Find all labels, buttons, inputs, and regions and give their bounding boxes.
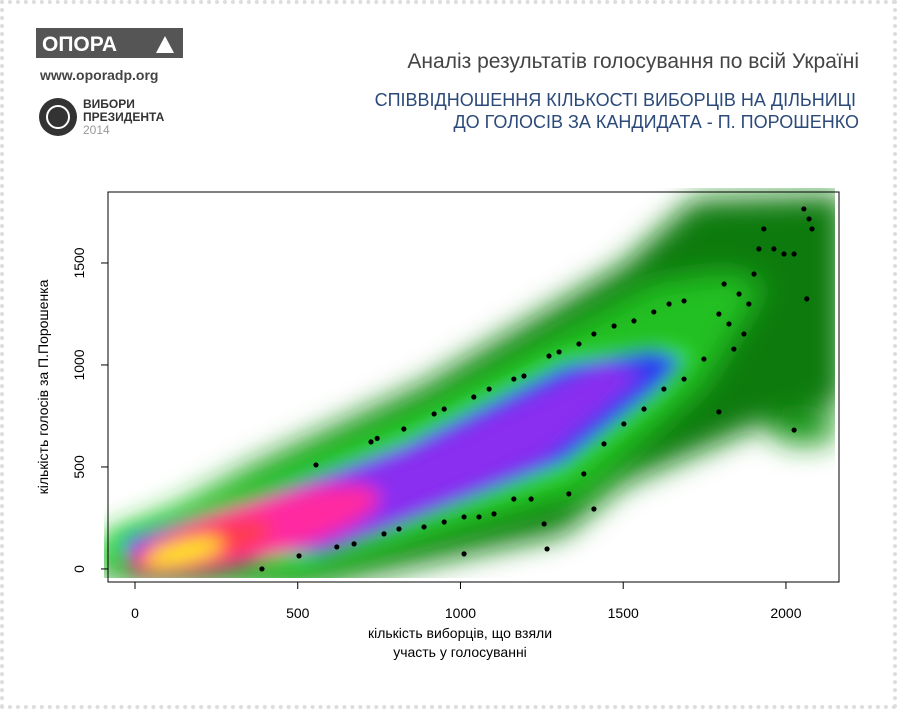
point: [546, 353, 552, 359]
website: www.oporadp.org: [39, 67, 158, 83]
point: [621, 421, 627, 427]
point: [528, 496, 534, 502]
badge: ПРЕЗИДЕНТА: [83, 110, 165, 124]
point: [666, 301, 672, 307]
point: [746, 301, 752, 307]
point: [541, 521, 547, 527]
y-tick-label: 500: [71, 455, 87, 479]
badge: 2014: [83, 123, 110, 137]
point: [431, 411, 437, 417]
x-tick-label: 500: [286, 605, 310, 621]
point: [576, 341, 582, 347]
point: [771, 246, 777, 252]
density: [104, 194, 835, 578]
point: [781, 251, 787, 257]
x-tick-label: 1500: [608, 605, 639, 621]
point: [471, 394, 477, 400]
logo: ОПОРА: [42, 33, 117, 56]
point: [681, 376, 687, 382]
point: [491, 511, 497, 517]
point: [804, 296, 810, 302]
point: [566, 491, 572, 497]
point: [801, 206, 807, 212]
x-axis-label: участь у голосуванні: [393, 644, 527, 660]
point: [313, 462, 319, 468]
point: [401, 426, 407, 432]
point: [511, 496, 517, 502]
point: [611, 323, 617, 329]
point: [396, 526, 402, 532]
point: [374, 435, 380, 442]
point: [716, 311, 722, 317]
point: [381, 531, 387, 537]
point: [651, 309, 657, 315]
y-axis-label: кількість голосів за П.Порошенка: [35, 279, 51, 494]
plot-frame: [107, 191, 840, 583]
x-tick-label: 0: [131, 605, 139, 621]
point: [486, 386, 492, 392]
point: [751, 271, 757, 277]
x-tick-label: 1000: [445, 605, 476, 621]
point: [581, 471, 587, 477]
point: [441, 406, 447, 412]
point: [726, 321, 732, 327]
point: [721, 281, 727, 287]
point: [461, 551, 467, 557]
point: [441, 519, 447, 525]
point: [761, 226, 767, 232]
point: [351, 541, 357, 547]
point: [701, 356, 707, 362]
point: [421, 524, 427, 530]
x-axis-label: кількість виборців, що взяли: [368, 625, 552, 641]
x-tick-label: 2000: [770, 605, 801, 621]
badge-icon: [46, 105, 70, 129]
point: [731, 346, 737, 352]
y-tick-label: 0: [71, 565, 87, 573]
point: [368, 439, 374, 445]
point: [521, 373, 527, 379]
badge: ВИБОРИ: [83, 97, 135, 111]
point: [809, 226, 815, 232]
point: [661, 386, 667, 392]
point: [791, 251, 797, 257]
point: [756, 246, 762, 252]
point: [461, 514, 467, 520]
y-tick-label: 1000: [71, 349, 87, 380]
logo-icon: [156, 36, 174, 53]
point: [601, 441, 607, 447]
point: [741, 331, 747, 337]
chart-subtitle: ДО ГОЛОСІВ ЗА КАНДИДАТА - П. ПОРОШЕНКО: [453, 112, 859, 132]
point: [334, 544, 340, 550]
point: [476, 514, 482, 520]
point: [806, 216, 812, 222]
chart-title: Аналіз результатів голосування по всій У…: [407, 50, 859, 73]
point: [556, 349, 562, 355]
point: [681, 298, 687, 304]
chart-subtitle: СПІВВІДНОШЕННЯ КІЛЬКОСТІ ВИБОРЦІВ НА ДІЛ…: [375, 90, 856, 110]
point: [296, 553, 302, 559]
badge-icon: [39, 98, 77, 136]
point: [716, 409, 722, 415]
y-tick-label: 1500: [71, 247, 87, 278]
point: [641, 406, 647, 412]
point: [736, 291, 742, 297]
point: [791, 427, 797, 433]
chart: ОПОРА www.oporadp.org ВИБОРИ ПРЕЗИДЕНТА …: [35, 28, 859, 660]
point: [591, 331, 597, 337]
point: [259, 566, 265, 572]
point: [631, 318, 637, 324]
point: [511, 376, 517, 382]
point: [591, 506, 597, 512]
point: [544, 546, 550, 552]
